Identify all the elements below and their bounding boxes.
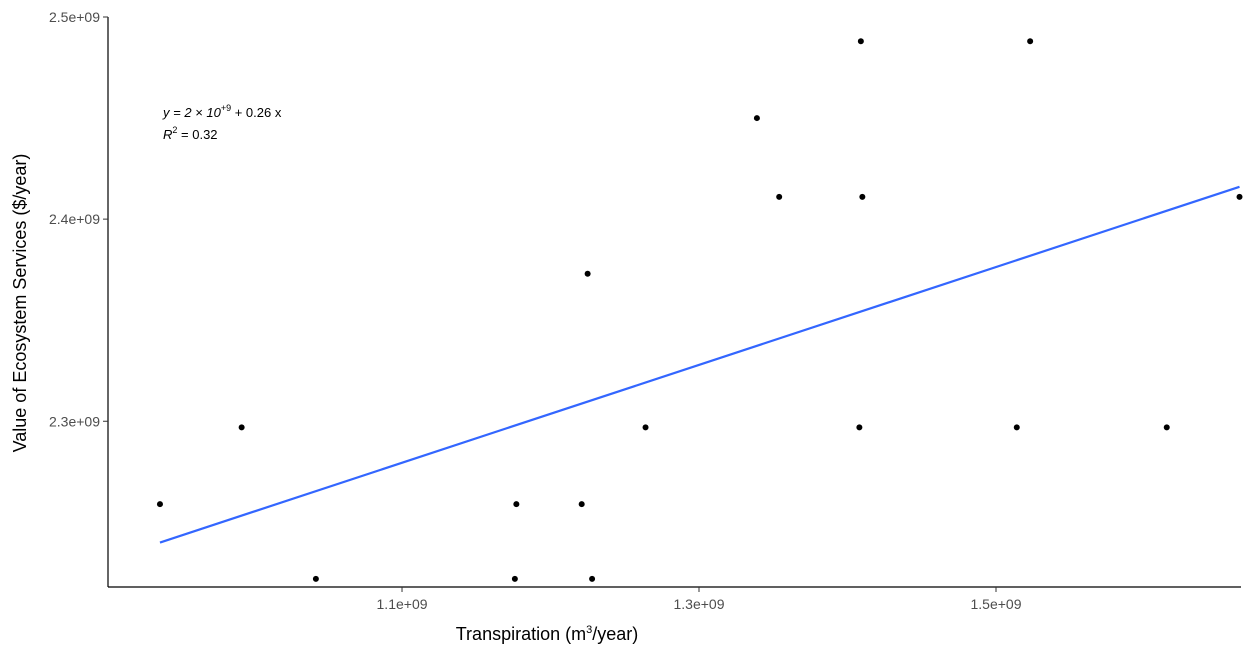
x-tick-label: 1.5e+09 [970,596,1021,612]
data-point [753,115,760,122]
r2-prefix: R [163,127,172,142]
data-point [776,193,783,200]
data-point [642,424,649,431]
x-axis-title-suffix: /year) [592,624,638,644]
equation-prefix: y = 2 × 10 [162,105,222,120]
data-point [578,501,585,508]
data-point [589,575,596,582]
x-axis-title-sup: 3 [586,624,592,636]
tick-group: 2.3e+09 2.4e+09 2.5e+09 1.1e+09 1.3e+09 1.5e+… [49,9,1022,612]
data-point [1163,424,1170,431]
x-tick-label: 1.3e+09 [674,596,725,612]
axes [107,17,1241,588]
y-tick-label: 2.4e+09 [49,211,100,227]
data-point [1027,38,1034,45]
r-squared-label: R2 = 0.32 [163,125,218,142]
r2-exponent: 2 [172,125,177,135]
data-point [859,193,866,200]
y-tick-label: 2.5e+09 [49,9,100,25]
data-point [238,424,245,431]
data-point [513,501,520,508]
plot-area [156,38,1243,582]
r2-suffix: = 0.32 [177,127,217,142]
x-axis-title-main: Transpiration (m [456,624,586,644]
data-point [1236,193,1243,200]
data-point [856,424,863,431]
regression-equation: y = 2 × 10+9 + 0.26 x [162,103,282,120]
x-axis-title: Transpiration (m3/year) [456,624,639,644]
data-point [511,575,518,582]
data-point [312,575,319,582]
data-point [156,501,163,508]
data-point [584,270,591,277]
equation-suffix: + 0.26 x [231,105,282,120]
equation-exponent: +9 [221,103,231,113]
regression-line [159,185,1240,544]
y-axis-title: Value of Ecosystem Services ($/year) [10,154,30,453]
data-point [1013,424,1020,431]
y-tick-label: 2.3e+09 [49,413,100,429]
x-tick-label: 1.1e+09 [377,596,428,612]
data-point [857,38,864,45]
